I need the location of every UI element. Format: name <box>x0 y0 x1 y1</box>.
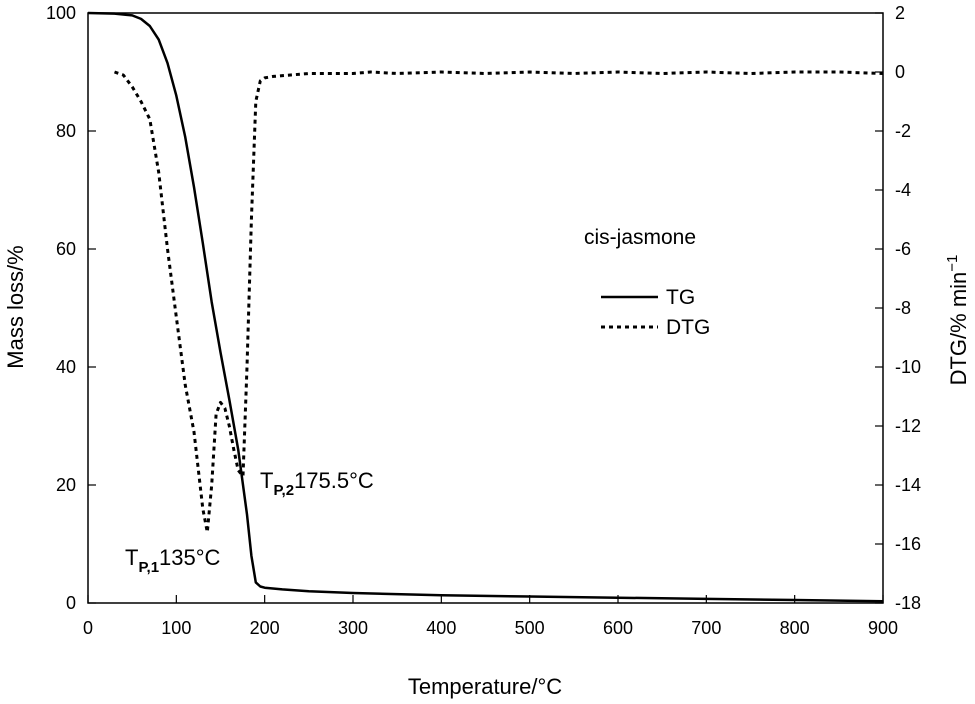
y-left-tick-label: 100 <box>46 3 76 23</box>
y-right-tick-label: -14 <box>895 475 921 495</box>
series-line-tg <box>87 11 884 603</box>
x-tick-label: 0 <box>83 618 93 638</box>
annotation-tp2-main: T <box>260 468 273 493</box>
y-right-tick-label: -16 <box>895 534 921 554</box>
series-line-dtg <box>114 70 884 534</box>
y-right-axis-title-superscript: −1 <box>944 255 961 272</box>
y-left-tick-label: 60 <box>56 239 76 259</box>
y-right-tick-label: -18 <box>895 593 921 613</box>
y-right-axis-title-main: DTG/% min <box>946 272 971 386</box>
y-right-tick-label: -10 <box>895 357 921 377</box>
x-axis-title: Temperature/°C <box>408 674 562 699</box>
x-tick-label: 500 <box>515 618 545 638</box>
x-tick-label: 200 <box>250 618 280 638</box>
annotation-tp2-sub: P,2 <box>273 482 294 499</box>
y-left-tick-label: 20 <box>56 475 76 495</box>
x-tick-label: 700 <box>691 618 721 638</box>
annotation-tp1: TP,1135°C <box>125 545 221 576</box>
legend-dtg-label: DTG <box>666 316 710 339</box>
x-tick-label: 100 <box>161 618 191 638</box>
legend: cis-jasmone TG DTG <box>584 226 710 339</box>
y-left-tick-label: 0 <box>66 593 76 613</box>
y-left-tick-label: 80 <box>56 121 76 141</box>
annotations: TP,1135°C TP,2175.5°C <box>125 468 374 576</box>
x-tick-label: 300 <box>338 618 368 638</box>
annotation-tp1-value: 135°C <box>159 545 221 570</box>
y-right-tick-label: -2 <box>895 121 911 141</box>
x-tick-label: 800 <box>780 618 810 638</box>
annotation-tp2-value: 175.5°C <box>294 468 374 493</box>
y-left-axis-title: Mass loss/% <box>3 245 28 368</box>
legend-title: cis-jasmone <box>584 226 696 249</box>
y-right-axis-title: DTG/% min−1 <box>944 255 971 386</box>
x-tick-label: 600 <box>603 618 633 638</box>
x-tick-label: 400 <box>426 618 456 638</box>
series-layer <box>87 11 884 603</box>
y-right-tick-label: -4 <box>895 180 911 200</box>
annotation-tp1-main: T <box>125 545 138 570</box>
legend-tg-label: TG <box>666 286 695 309</box>
plot-frame <box>87 12 884 604</box>
x-tick-label: 900 <box>868 618 898 638</box>
x-axis-ticks: 0 100 200 300 400 500 600 700 800 900 <box>83 595 898 638</box>
plot-border <box>87 12 884 604</box>
annotation-tp2: TP,2175.5°C <box>260 468 374 499</box>
y-left-tick-label: 40 <box>56 357 76 377</box>
y-right-tick-label: -8 <box>895 298 911 318</box>
y-right-axis-ticks: 2 0 -2 -4 -6 -8 -10 -12 -14 -16 -18 <box>875 3 921 613</box>
y-right-tick-label: 2 <box>895 3 905 23</box>
y-right-tick-label: 0 <box>895 62 905 82</box>
y-right-tick-label: -6 <box>895 239 911 259</box>
y-right-tick-label: -12 <box>895 416 921 436</box>
annotation-tp1-sub: P,1 <box>138 559 159 576</box>
